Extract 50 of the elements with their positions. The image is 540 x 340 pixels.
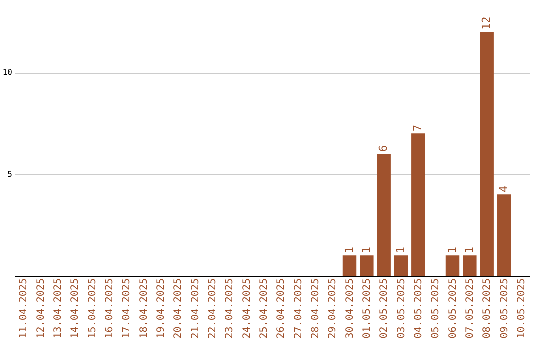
- data-label: 1: [394, 247, 408, 254]
- x-tick-label: 15.04.2025: [87, 278, 98, 339]
- x-tick-label: 26.04.2025: [276, 278, 288, 339]
- x-tick-label: 19.04.2025: [156, 278, 167, 339]
- x-tick-label: 13.04.2025: [52, 278, 64, 339]
- x-tick-label: 16.04.2025: [104, 278, 116, 339]
- data-label: 1: [462, 247, 476, 254]
- data-label: 7: [411, 125, 424, 132]
- bar: [394, 256, 408, 276]
- x-tick-label: 01.05.2025: [362, 278, 373, 339]
- x-tick-label: 22.04.2025: [207, 278, 218, 339]
- x-tick-label: 09.05.2025: [499, 278, 510, 339]
- x-tick-label: 20.04.2025: [173, 278, 184, 339]
- y-tick-label: 5: [8, 170, 13, 179]
- data-label: 6: [377, 145, 390, 152]
- y-tick-label: 10: [2, 68, 13, 78]
- bar: [480, 32, 494, 276]
- data-label: 12: [480, 16, 494, 30]
- x-tick-label: 03.05.2025: [396, 278, 408, 339]
- bar: [342, 256, 357, 276]
- bar: [497, 194, 512, 276]
- x-tick-label: 18.04.2025: [138, 278, 150, 339]
- x-tick-label: 05.05.2025: [430, 278, 442, 339]
- data-label: 1: [446, 247, 459, 254]
- x-tick-label: 10.05.2025: [516, 278, 528, 339]
- x-tick-label: 29.04.2025: [328, 278, 339, 339]
- data-label: 1: [360, 247, 373, 254]
- x-tick-label: 25.04.2025: [258, 278, 270, 339]
- x-tick-label: 17.04.2025: [122, 278, 133, 339]
- data-label: 4: [497, 186, 510, 193]
- x-tick-label: 12.04.2025: [36, 278, 47, 339]
- bar: [446, 256, 460, 276]
- x-tick-label: 04.05.2025: [413, 278, 424, 339]
- x-tick-label: 06.05.2025: [448, 278, 459, 339]
- x-tick-label: 08.05.2025: [482, 278, 494, 339]
- x-tick-label: 21.04.2025: [190, 278, 202, 339]
- x-tick-label: 23.04.2025: [224, 278, 236, 339]
- bar: [412, 134, 426, 276]
- x-tick-label: 27.04.2025: [293, 278, 304, 339]
- data-label: 1: [342, 247, 356, 254]
- x-tick-label: 11.04.2025: [18, 278, 30, 339]
- bar: [377, 154, 391, 276]
- x-tick-label: 02.05.2025: [379, 278, 390, 339]
- x-tick-label: 30.04.2025: [344, 278, 356, 339]
- bar: [463, 256, 477, 276]
- x-tick-label: 24.04.2025: [242, 278, 253, 339]
- bar: [360, 256, 374, 276]
- x-tick-label: 14.04.2025: [70, 278, 82, 339]
- x-tick-label: 07.05.2025: [464, 278, 476, 339]
- x-tick-label: 28.04.2025: [310, 278, 322, 339]
